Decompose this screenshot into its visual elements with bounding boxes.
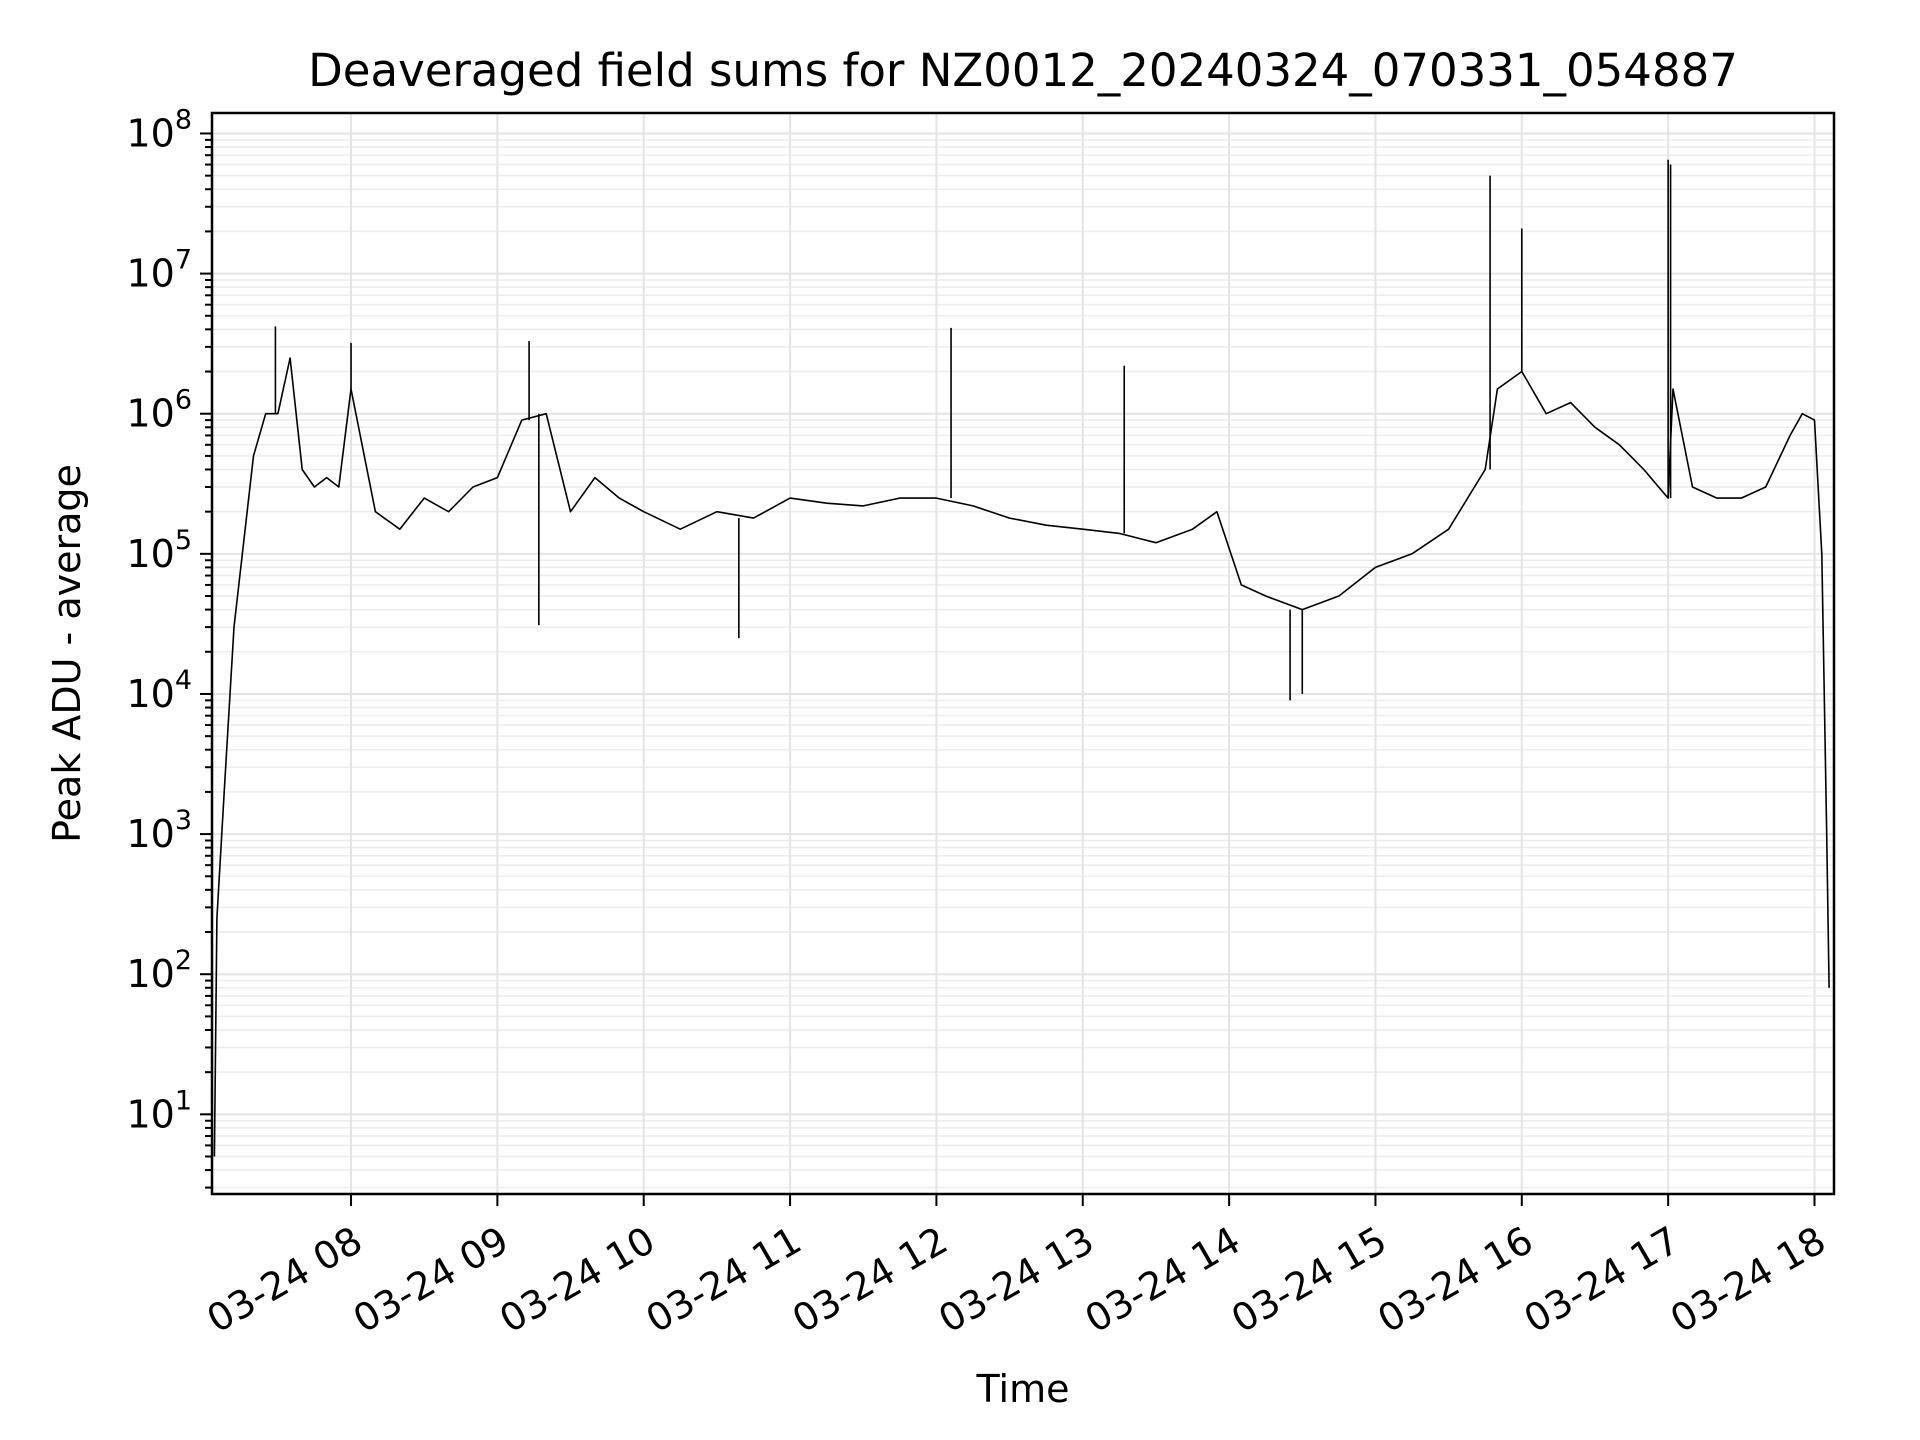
plot-frame xyxy=(210,111,1836,1196)
y-tick-label: 104 xyxy=(126,665,192,716)
y-tick-label: 107 xyxy=(126,245,192,296)
grid xyxy=(212,113,1834,1194)
y-tick-label: 103 xyxy=(126,805,192,856)
y-tick-label: 105 xyxy=(126,525,192,576)
chart-title: Deaveraged field sums for NZ0012_2024032… xyxy=(308,44,1738,97)
y-tick-label: 102 xyxy=(126,945,192,996)
y-axis-label: Peak ADU - average xyxy=(45,464,89,843)
x-axis-label: Time xyxy=(976,1367,1070,1411)
series-line xyxy=(213,357,1830,1157)
series-layer xyxy=(213,159,1830,1157)
y-tick-label: 106 xyxy=(126,385,192,436)
y-tick-label: 108 xyxy=(126,104,192,155)
y-tick-label: 101 xyxy=(126,1085,192,1136)
